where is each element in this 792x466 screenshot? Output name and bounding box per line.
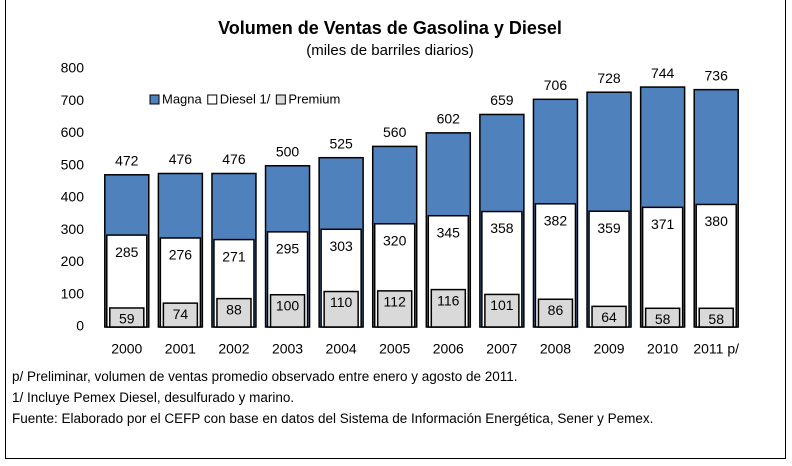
data-label: 116 bbox=[437, 292, 460, 308]
data-label: 706 bbox=[544, 77, 568, 93]
y-tick-label: 500 bbox=[61, 156, 85, 172]
data-label: 86 bbox=[548, 302, 564, 318]
data-label: 476 bbox=[222, 151, 246, 167]
chart-title: Volumen de Ventas de Gasolina y Diesel bbox=[218, 18, 562, 38]
bar bbox=[591, 305, 627, 328]
y-tick-label: 600 bbox=[61, 124, 85, 140]
chart-subtitle: (miles de barriles diarios) bbox=[306, 42, 474, 59]
x-tick-label: 2000 bbox=[111, 341, 142, 357]
y-tick-label: 700 bbox=[61, 92, 85, 108]
note: p/ Preliminar, volumen de ventas promedi… bbox=[12, 369, 518, 384]
x-tick-label: 2001 bbox=[165, 341, 196, 357]
bar bbox=[269, 294, 306, 328]
bar bbox=[484, 293, 520, 328]
y-tick-label: 100 bbox=[61, 285, 85, 301]
frame bbox=[5, 0, 786, 459]
legend-swatch bbox=[275, 94, 286, 105]
x-tick-label: 2009 bbox=[593, 341, 624, 357]
x-tick-label: 2008 bbox=[540, 341, 571, 357]
data-label: 271 bbox=[222, 248, 246, 264]
x-tick-label: 2005 bbox=[379, 341, 410, 357]
legend-label: Magna bbox=[162, 91, 203, 106]
notes: p/ Preliminar, volumen de ventas promedi… bbox=[12, 366, 778, 429]
data-label: 58 bbox=[708, 311, 724, 327]
x-tick-label: 2003 bbox=[272, 341, 303, 357]
y-tick-label: 800 bbox=[61, 60, 85, 76]
data-label: 285 bbox=[115, 244, 139, 260]
note: Fuente: Elaborado por el CEFP con base e… bbox=[12, 411, 654, 426]
data-label: 320 bbox=[383, 233, 407, 249]
x-tick-label: 2010 bbox=[647, 341, 678, 357]
y-tick-label: 200 bbox=[61, 253, 85, 269]
data-label: 602 bbox=[437, 111, 461, 127]
x-tick-label: 2011 p/ bbox=[693, 341, 739, 357]
data-label: 58 bbox=[655, 311, 671, 327]
x-tick-label: 2002 bbox=[218, 341, 249, 357]
data-label: 345 bbox=[437, 224, 461, 240]
data-label: 59 bbox=[119, 311, 135, 327]
legend-label: Diesel 1/ bbox=[220, 91, 271, 106]
data-label: 728 bbox=[597, 70, 621, 86]
bar bbox=[698, 307, 734, 328]
bar bbox=[376, 290, 413, 328]
bar bbox=[162, 302, 199, 328]
bar bbox=[641, 206, 684, 328]
data-label: 382 bbox=[544, 213, 568, 229]
y-tick-label: 300 bbox=[61, 221, 85, 237]
data-label: 500 bbox=[276, 143, 300, 159]
data-label: 110 bbox=[330, 294, 353, 310]
bar bbox=[216, 297, 252, 328]
data-label: 64 bbox=[601, 309, 617, 325]
data-label: 100 bbox=[276, 297, 300, 313]
legend-label: Premium bbox=[288, 91, 340, 106]
note: 1/ Incluye Pemex Diesel, desulfurado y m… bbox=[12, 390, 295, 405]
bar bbox=[430, 288, 467, 328]
data-label: 371 bbox=[651, 216, 675, 232]
data-label: 88 bbox=[226, 301, 242, 317]
x-tick-label: 2006 bbox=[433, 341, 464, 357]
data-label: 560 bbox=[383, 124, 407, 140]
legend-swatch bbox=[149, 94, 160, 105]
data-label: 525 bbox=[329, 135, 353, 151]
y-tick-label: 0 bbox=[76, 318, 84, 334]
x-tick-label: 2004 bbox=[326, 341, 357, 357]
data-label: 380 bbox=[705, 213, 729, 229]
data-label: 659 bbox=[490, 92, 514, 108]
data-label: 736 bbox=[705, 67, 729, 83]
data-label: 276 bbox=[169, 247, 193, 263]
data-label: 295 bbox=[276, 241, 300, 257]
data-label: 476 bbox=[169, 151, 193, 167]
legend-swatch bbox=[207, 94, 218, 105]
data-label: 74 bbox=[173, 306, 189, 322]
data-label: 744 bbox=[651, 65, 675, 81]
chart: Volumen de Ventas de Gasolina y Diesel (… bbox=[61, 18, 740, 357]
y-tick-label: 400 bbox=[61, 189, 85, 205]
data-label: 359 bbox=[597, 220, 621, 236]
bar bbox=[537, 298, 574, 328]
data-label: 303 bbox=[329, 238, 353, 254]
data-label: 472 bbox=[115, 152, 139, 168]
data-label: 112 bbox=[384, 294, 407, 310]
bar bbox=[109, 307, 145, 328]
bar bbox=[644, 307, 681, 328]
data-label: 101 bbox=[490, 297, 514, 313]
bar bbox=[323, 290, 359, 328]
x-tick-label: 2007 bbox=[486, 341, 517, 357]
data-label: 358 bbox=[490, 220, 514, 236]
